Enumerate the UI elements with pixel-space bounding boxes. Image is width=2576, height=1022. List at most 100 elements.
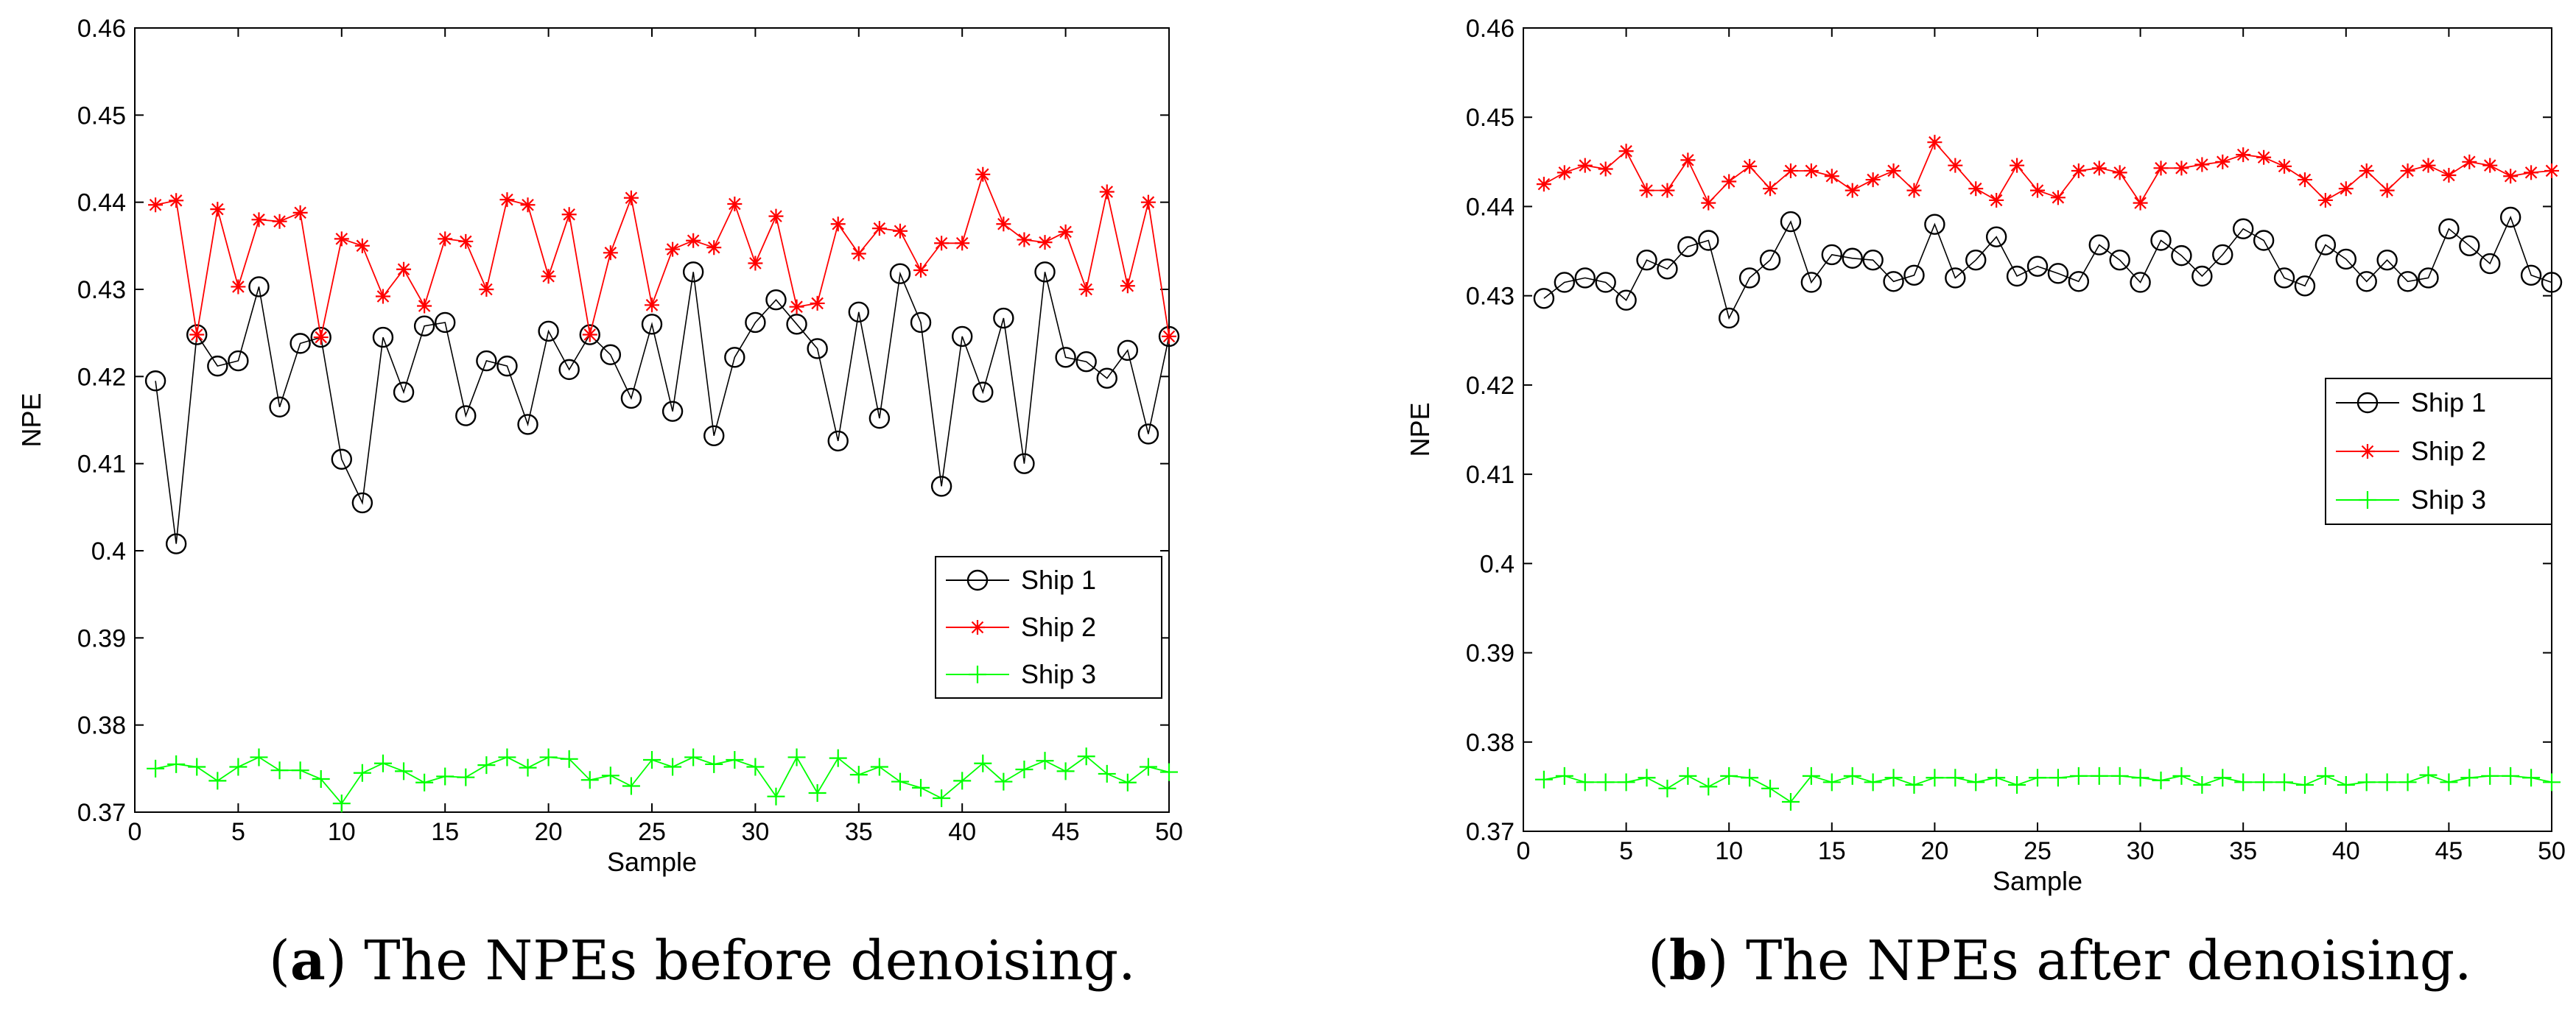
data-point — [1137, 423, 1159, 445]
data-point — [1576, 773, 1594, 792]
data-point — [1824, 169, 1839, 184]
data-point — [1698, 230, 1719, 251]
data-point — [1679, 766, 1697, 785]
x-tick-label: 30 — [2127, 837, 2155, 865]
x-tick-label: 20 — [1920, 837, 1948, 865]
data-point — [2503, 169, 2519, 184]
data-point — [745, 311, 766, 334]
data-point — [748, 256, 763, 271]
data-point — [479, 282, 494, 297]
data-point — [1660, 183, 1675, 198]
data-point — [1803, 163, 1819, 178]
data-point — [2398, 773, 2417, 792]
data-point — [2376, 249, 2398, 271]
y-tick-label: 0.37 — [1466, 818, 1515, 846]
x-tick-label: 40 — [2332, 837, 2360, 865]
data-point — [1906, 183, 1922, 198]
data-point — [2234, 773, 2253, 792]
data-point — [436, 767, 455, 786]
data-point — [1985, 226, 2007, 247]
x-tick-label: 0 — [1517, 837, 1531, 865]
y-tick-label: 0.44 — [1466, 193, 1515, 221]
data-point — [2191, 265, 2213, 287]
data-point — [2212, 244, 2233, 266]
data-point — [1738, 267, 1761, 289]
legend-marker — [966, 569, 989, 591]
data-point — [1924, 214, 1945, 235]
data-point — [579, 324, 600, 345]
data-point — [2520, 264, 2542, 286]
data-point — [1883, 271, 1904, 292]
legend-marker — [970, 620, 985, 635]
data-point — [871, 221, 887, 236]
x-tick-label: 5 — [231, 818, 245, 846]
data-point — [496, 355, 518, 377]
data-point — [1763, 181, 1778, 197]
data-point — [1037, 235, 1053, 250]
data-point — [1638, 769, 1656, 787]
data-point — [851, 246, 866, 261]
data-point — [558, 359, 580, 381]
data-point — [334, 231, 349, 247]
series-line — [1543, 215, 2552, 320]
data-point — [2462, 154, 2477, 169]
data-point — [561, 207, 577, 222]
data-point — [889, 263, 911, 284]
y-tick-label: 0.43 — [1466, 283, 1515, 311]
data-point — [2499, 206, 2521, 228]
data-point — [165, 533, 187, 554]
legend-marker — [2360, 444, 2375, 459]
data-point — [1034, 261, 1056, 283]
data-point — [1742, 158, 1758, 174]
series-ship-3 — [147, 747, 1178, 813]
chart-b-npe-after-denoising: 0 5 10 15 20 25 30 35 40 45 50 0.37 0.38 0.39 0.4 0.41 0… — [1405, 15, 2566, 896]
data-point — [2378, 773, 2396, 792]
data-point — [767, 787, 785, 806]
data-point — [1058, 224, 1073, 239]
data-point — [229, 758, 248, 776]
data-point — [2480, 253, 2501, 275]
data-point — [727, 197, 743, 212]
x-tick-label: 10 — [328, 818, 356, 846]
data-point — [1595, 272, 1616, 293]
data-point — [499, 192, 515, 208]
data-point — [665, 242, 681, 257]
data-point — [706, 240, 722, 256]
data-point — [372, 326, 394, 348]
data-point — [1162, 328, 1176, 344]
data-point — [395, 762, 413, 780]
data-point — [868, 407, 891, 429]
legend-label: Ship 2 — [1021, 612, 1096, 642]
data-point — [2047, 263, 2069, 284]
data-point — [251, 212, 267, 228]
series-ship-1 — [1533, 206, 2563, 329]
data-point — [396, 261, 412, 277]
data-point — [2543, 773, 2561, 792]
data-point — [955, 236, 970, 251]
data-point — [623, 190, 639, 205]
x-tick-label: 50 — [1155, 818, 1183, 846]
data-point — [913, 262, 929, 278]
data-point — [724, 347, 745, 368]
caption-b-text: The NPEs after denoising. — [1728, 929, 2472, 993]
data-point — [2171, 244, 2192, 267]
data-point — [248, 276, 270, 297]
data-point — [2030, 183, 2045, 198]
data-point — [393, 381, 415, 403]
x-tick-label: 30 — [741, 818, 769, 846]
legend-marker — [2356, 392, 2379, 414]
data-point — [2541, 272, 2563, 293]
data-point — [953, 772, 972, 790]
series-ship-2 — [148, 166, 1176, 345]
data-point — [2255, 773, 2273, 792]
data-point — [1158, 325, 1180, 348]
legend: Ship 1 Ship 2 Ship 3 — [935, 556, 1162, 699]
data-point — [641, 314, 663, 335]
data-point — [910, 311, 932, 334]
data-point — [373, 754, 392, 772]
data-point — [2482, 158, 2498, 173]
data-point — [848, 301, 870, 323]
data-point — [1140, 194, 1156, 210]
data-point — [2112, 165, 2127, 180]
data-point — [1842, 247, 1863, 269]
